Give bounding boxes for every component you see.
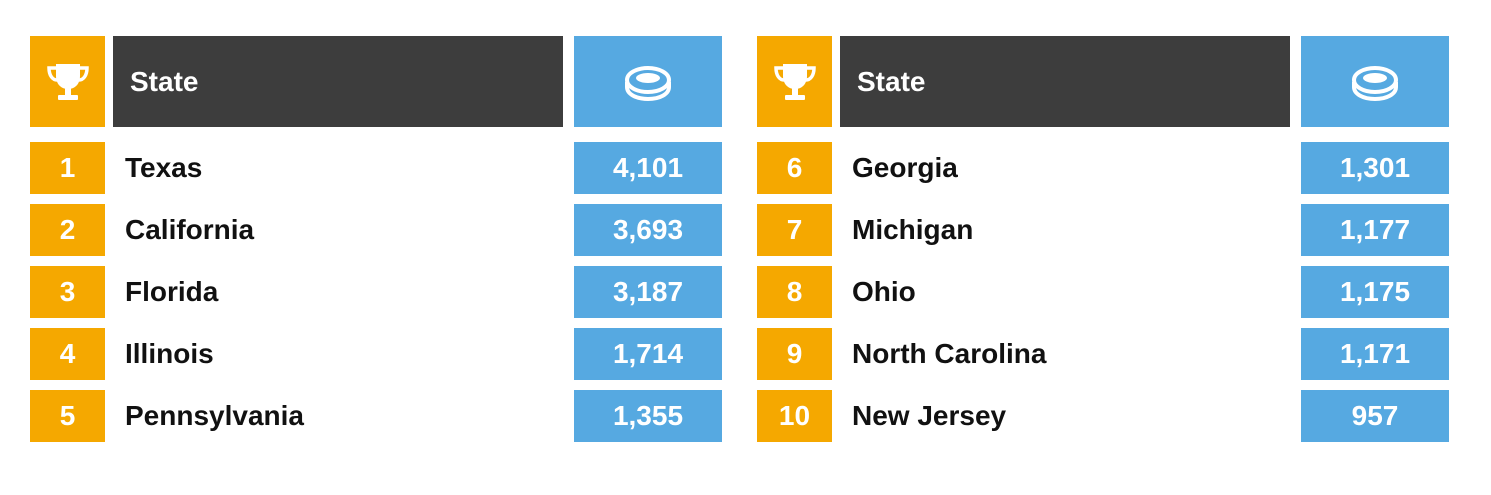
state-cell: Illinois [125,338,214,369]
value-cell: 1,171 [1301,328,1449,380]
rank-cell: 7 [757,204,832,256]
rank-cell: 9 [757,328,832,380]
value-header [1301,36,1449,127]
rank-cell: 2 [30,204,105,256]
rank-cell: 4 [30,328,105,380]
rank-cell: 8 [757,266,832,318]
trophy-header [757,36,832,127]
state-cell: Michigan [852,214,974,245]
state-cell: California [125,214,255,245]
value-cell: 1,175 [1301,266,1449,318]
state-header: State [113,36,563,127]
state-cell: Ohio [852,276,916,307]
value-cell: 3,693 [574,204,722,256]
state-cell: Pennsylvania [125,400,304,431]
state-cell: Florida [125,276,219,307]
value-cell: 1,355 [574,390,722,442]
rank-cell: 5 [30,390,105,442]
state-cell: New Jersey [852,400,1007,431]
rank-cell: 1 [30,142,105,194]
trophy-header [30,36,105,127]
state-cell: Texas [125,152,203,183]
rank-cell: 10 [757,390,832,442]
value-cell: 1,301 [1301,142,1449,194]
trophy-icon [773,63,816,100]
coin-icon [1352,65,1398,101]
value-cell: 3,187 [574,266,722,318]
value-cell: 1,177 [1301,204,1449,256]
value-cell: 4,101 [574,142,722,194]
state-header: State [840,36,1290,127]
value-cell: 1,714 [574,328,722,380]
state-cell: Georgia [852,152,958,183]
trophy-icon [46,63,89,100]
rank-cell: 6 [757,142,832,194]
value-header [574,36,722,127]
rank-cell: 3 [30,266,105,318]
coin-icon [625,65,671,101]
value-cell: 957 [1301,390,1449,442]
state-cell: North Carolina [852,338,1047,369]
